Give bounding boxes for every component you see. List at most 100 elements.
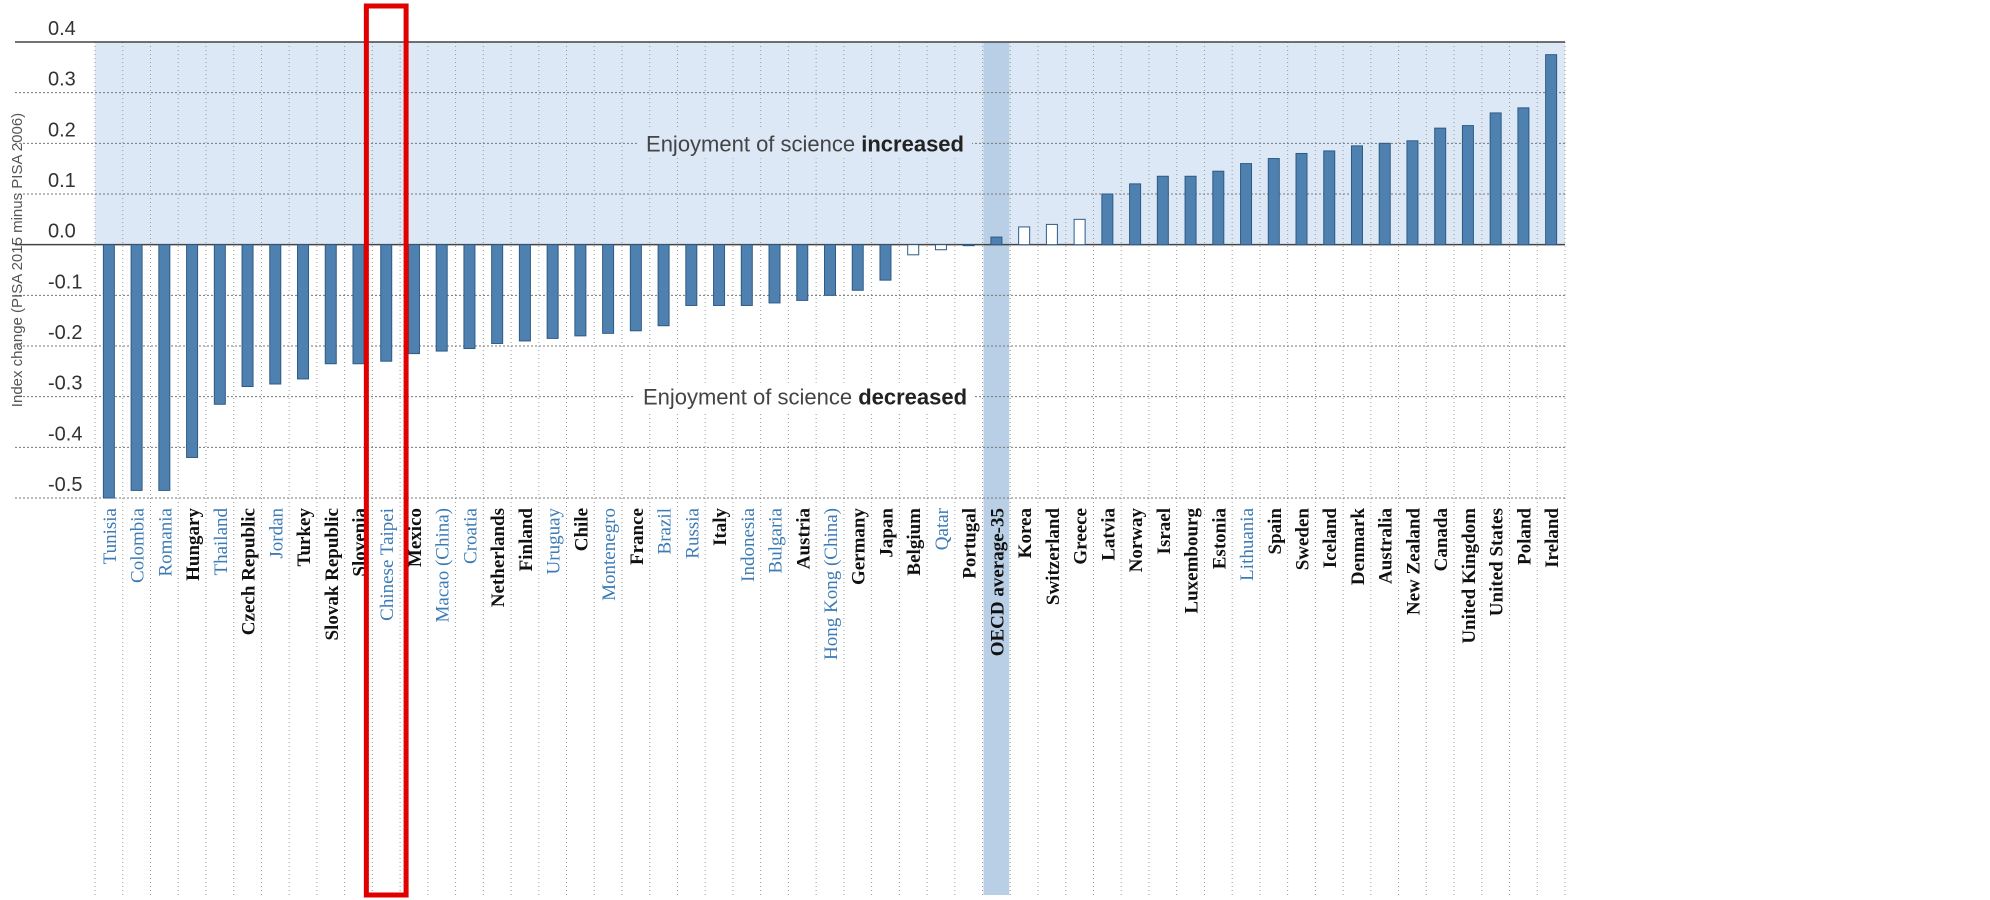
bar-finland [518, 244, 531, 342]
category-label: Czech Republic [239, 508, 260, 635]
bar-colombia [130, 244, 143, 491]
bar-hong-kong-china [824, 244, 836, 296]
category-label: Spain [1265, 508, 1286, 555]
category-label: Israel [1154, 508, 1175, 554]
bar-mexico [407, 244, 420, 355]
y-tick-label: 0.2 [48, 119, 76, 141]
category-label: United States [1487, 508, 1508, 616]
category-label: Switzerland [1043, 508, 1064, 606]
bar-estonia [1212, 170, 1225, 246]
bar-indonesia [740, 244, 753, 306]
bar-iceland [1323, 150, 1336, 246]
category-label: Thailand [211, 508, 232, 576]
category-labels: Tunisia Colombia Romania Hungary Thailand Cze… [100, 507, 1563, 660]
bars [102, 54, 1558, 499]
bar-denmark [1350, 145, 1363, 246]
category-label: Germany [849, 508, 870, 586]
category-label: Greece [1071, 508, 1092, 565]
bar-korea [1018, 226, 1031, 246]
bar-jordan [269, 244, 282, 385]
category-label: Luxembourg [1182, 508, 1203, 614]
bar-qatar [934, 244, 947, 251]
category-label: Indonesia [738, 507, 759, 581]
category-label: Croatia [460, 507, 481, 563]
category-label: Qatar [932, 507, 953, 550]
bar-belgium [907, 244, 920, 256]
y-tick-label: -0.5 [48, 474, 82, 496]
bar-poland [1517, 107, 1530, 246]
bar-united-states [1489, 112, 1502, 246]
bar-romania [158, 244, 171, 491]
annotation-decreased-prefix: Enjoyment of science [643, 385, 858, 410]
bar-japan [879, 244, 892, 281]
bar-australia [1378, 142, 1391, 246]
bar-chile [574, 244, 587, 337]
category-label: Lithuania [1237, 507, 1258, 580]
category-label: Korea [1015, 508, 1036, 559]
bar-croatia [463, 244, 476, 350]
y-tick-label: 0.0 [48, 221, 76, 243]
y-tick-label: -0.4 [48, 423, 82, 445]
category-label: Slovak Republic [322, 508, 343, 641]
bar-montenegro [602, 244, 615, 334]
bar-ireland [1545, 54, 1558, 246]
category-label: Bulgaria [766, 507, 787, 573]
bar-uruguay [546, 244, 559, 339]
bar-slovenia [352, 244, 365, 365]
bar-tunisia [102, 244, 115, 499]
svg-text:Enjoyment of science increased: Enjoyment of science increased [646, 131, 964, 156]
bar-greece [1073, 218, 1086, 246]
annotation-decreased-bold: decreased [858, 385, 967, 410]
category-label: Uruguay [544, 508, 565, 575]
category-label: Chinese Taipei [377, 508, 398, 621]
bar-netherlands [491, 244, 504, 344]
oecd-average-band [983, 42, 1010, 895]
bar-luxembourg [1184, 175, 1197, 246]
y-tick-label: 0.3 [48, 69, 76, 91]
category-label: Tunisia [100, 507, 121, 564]
category-label: Austria [793, 508, 814, 570]
bar-thailand [213, 244, 226, 405]
bar-slovak-republic [324, 244, 337, 365]
bar-chinese-taipei [380, 244, 393, 362]
bar-brazil [657, 244, 670, 327]
category-label: Sweden [1293, 508, 1314, 571]
bar-italy [713, 244, 726, 306]
category-label: Colombia [128, 507, 149, 583]
bar-turkey [297, 244, 310, 380]
bar-germany [851, 244, 864, 291]
category-label: Belgium [904, 508, 925, 576]
category-label: New Zealand [1403, 508, 1424, 616]
y-axis-ticks: 0.4 0.3 0.2 0.1 0.0 -0.1 -0.2 -0.3 -0.4 -0.5 [48, 18, 82, 496]
highlight-box [363, 3, 409, 898]
bar-new-zealand [1406, 140, 1419, 246]
y-tick-label: 0.1 [48, 170, 76, 192]
y-tick-label: 0.4 [48, 18, 76, 40]
category-label: Iceland [1320, 508, 1341, 569]
category-label: Chile [571, 508, 592, 551]
category-label: Macao (China) [433, 508, 454, 622]
bar-macao-china [435, 244, 448, 352]
category-label: Norway [1126, 508, 1147, 573]
category-label: Finland [516, 508, 537, 572]
category-label: United Kingdom [1459, 508, 1480, 644]
annotation-increased-prefix: Enjoyment of science [646, 131, 861, 156]
bar-switzerland [1045, 223, 1058, 246]
category-label: Ireland [1542, 508, 1563, 568]
category-label: France [627, 508, 648, 565]
bar-austria [796, 244, 809, 301]
category-label: Australia [1376, 508, 1397, 585]
y-tick-label: -0.1 [48, 271, 82, 293]
category-label: Turkey [294, 508, 315, 567]
bar-bulgaria [768, 244, 781, 304]
bar-latvia [1101, 193, 1114, 246]
category-label: Romania [155, 507, 176, 576]
category-label: OECD average-35 [987, 508, 1008, 656]
bar-france [629, 244, 642, 332]
category-label: Brazil [655, 508, 676, 554]
category-label: Estonia [1209, 508, 1230, 570]
bar-norway [1129, 183, 1142, 246]
annotation-decreased: Enjoyment of science decreased [634, 382, 976, 412]
bar-canada [1434, 127, 1447, 246]
